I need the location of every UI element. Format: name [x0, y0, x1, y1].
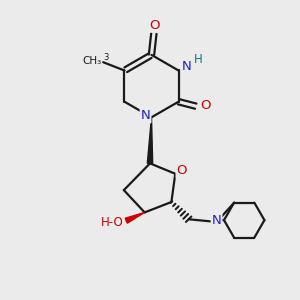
Text: H: H — [194, 53, 203, 66]
Text: O: O — [177, 164, 187, 177]
Text: N: N — [182, 60, 192, 74]
Text: N: N — [212, 214, 221, 226]
Text: O: O — [149, 19, 160, 32]
Text: 3: 3 — [103, 53, 108, 62]
Polygon shape — [147, 117, 153, 164]
Polygon shape — [125, 212, 145, 223]
Text: O: O — [200, 99, 211, 112]
Text: N: N — [141, 109, 150, 122]
Text: CH: CH — [86, 56, 101, 66]
Text: H-O: H-O — [100, 216, 123, 229]
Text: CH₃: CH₃ — [82, 56, 101, 66]
